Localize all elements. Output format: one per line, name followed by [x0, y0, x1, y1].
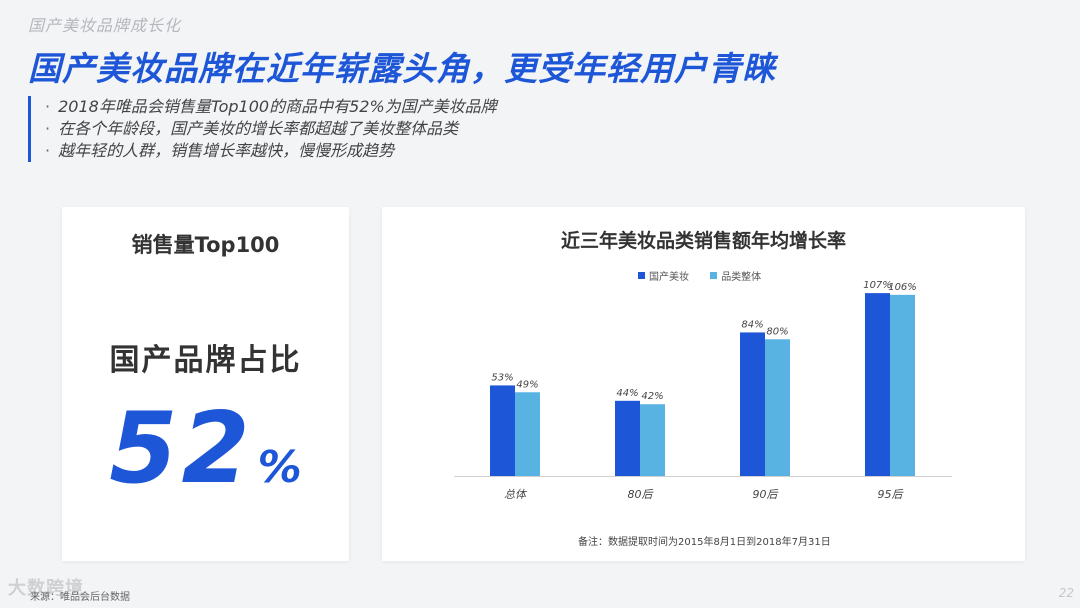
x-tick-label: 95后 — [878, 488, 905, 501]
chart-title: 近三年美妆品类销售额年均增长率 — [560, 230, 846, 252]
bar-overall — [765, 339, 790, 476]
x-tick-label: 总体 — [504, 488, 528, 501]
data-label: 42% — [641, 391, 663, 402]
x-tick-label: 90后 — [753, 488, 780, 501]
bullet-text: 在各个年龄段，国产美妆的增长率都超越了美妆整体品类 — [58, 119, 459, 138]
kpi-card: 销售量Top100 国产品牌占比 52% — [62, 207, 349, 561]
legend-swatch-overall — [710, 272, 718, 279]
kpi-title: 销售量Top100 — [131, 233, 280, 257]
bullet-item: · 越年轻的人群，销售增长率越快，慢慢形成趋势 — [45, 140, 728, 162]
bar-domestic — [615, 400, 640, 476]
kpi-number: 52 — [109, 392, 254, 506]
legend-entry-overall: 品类整体 — [710, 268, 761, 283]
kpi-value: 52% — [62, 392, 349, 506]
legend-swatch-domestic — [638, 272, 645, 279]
chart-note: 备注：数据提取时间为2015年8月1日到2018年7月31日 — [578, 537, 831, 548]
bullet-dot: · — [45, 97, 51, 116]
data-label: 107% — [863, 280, 892, 291]
bar-overall — [640, 404, 665, 476]
legend-entry-domestic: 国产美妆 — [638, 268, 689, 283]
section-tag: 国产美妆品牌成长化 — [28, 16, 182, 35]
page-number: 22 — [1058, 586, 1074, 600]
data-label: 106% — [888, 282, 917, 293]
chart-legend: 国产美妆 品类整体 — [638, 268, 779, 283]
bullet-item: · 2018年唯品会销售量Top100的商品中有52%为国产美妆品牌 — [45, 96, 728, 118]
bar-overall — [515, 392, 540, 476]
data-label: 84% — [741, 319, 763, 330]
bullet-dot: · — [45, 119, 51, 138]
bullet-text: 越年轻的人群，销售增长率越快，慢慢形成趋势 — [58, 141, 395, 160]
bar-overall — [890, 294, 915, 476]
data-label: 80% — [766, 326, 788, 337]
page-title: 国产美妆品牌在近年崭露头角，更受年轻用户青睐 — [28, 49, 776, 88]
data-label: 53% — [491, 372, 513, 383]
bar-domestic — [740, 332, 765, 476]
legend-label-overall: 品类整体 — [721, 272, 762, 283]
bullet-item: · 在各个年龄段，国产美妆的增长率都超越了美妆整体品类 — [45, 118, 728, 140]
bullet-text: 2018年唯品会销售量Top100的商品中有52%为国产美妆品牌 — [58, 97, 497, 116]
kpi-unit: % — [257, 442, 302, 493]
chart-card: 近三年美妆品类销售额年均增长率 国产美妆 品类整体 53% 49% 总体 44% 42%… — [382, 207, 1025, 561]
watermark-logo: 大数跨境 — [8, 578, 84, 599]
bullet-dot: · — [45, 141, 51, 160]
source-note: 来源：唯品会后台数据 — [30, 592, 130, 603]
bar-domestic — [865, 293, 890, 476]
x-tick-label: 80后 — [628, 488, 655, 501]
data-label: 49% — [516, 379, 538, 390]
bar-chart: 53%49% 总体 44% 42% 80后 84%80% 90后 107%106% 95后 — [454, 280, 952, 501]
bullet-list: · 2018年唯品会销售量Top100的商品中有52%为国产美妆品牌 · 在各个年龄… — [28, 96, 728, 162]
kpi-label: 国产品牌占比 — [109, 343, 302, 378]
data-label: 44% — [616, 388, 638, 399]
legend-label-domestic: 国产美妆 — [649, 272, 689, 283]
bar-domestic — [490, 385, 515, 476]
